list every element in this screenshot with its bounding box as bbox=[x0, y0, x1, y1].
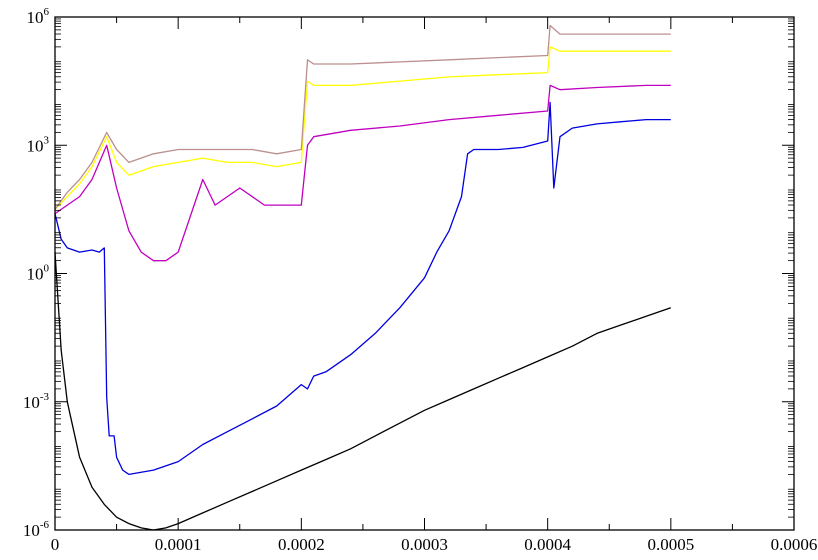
y-tick-base-3: 10 bbox=[27, 136, 44, 155]
tick-layer bbox=[54, 16, 795, 531]
series-line-5 bbox=[54, 24, 671, 210]
x-tick-label-6: 0.0006 bbox=[771, 535, 818, 554]
y-tick-base-1: 10 bbox=[23, 393, 40, 412]
plot-frame bbox=[54, 16, 795, 531]
y-tick-exponent-0: -6 bbox=[40, 519, 50, 531]
y-tick-exponent-1: -3 bbox=[40, 391, 50, 403]
x-tick-label-2: 0.0002 bbox=[278, 535, 325, 554]
x-tick-label-3: 0.0003 bbox=[401, 535, 448, 554]
y-tick-label-3: 103 bbox=[27, 134, 50, 155]
x-tick-label-0: 0 bbox=[51, 535, 60, 554]
y-tick-exponent-4: 6 bbox=[44, 6, 50, 18]
y-tick-exponent-3: 3 bbox=[44, 134, 50, 146]
y-tick-exponent-2: 0 bbox=[44, 263, 50, 275]
series-line-2 bbox=[54, 101, 671, 476]
x-tick-label-1: 0.0001 bbox=[155, 535, 202, 554]
x-tick-label-5: 0.0005 bbox=[647, 535, 694, 554]
tick-label-layer: 0 0.0001 0.0002 0.0003 0.0004 0.0005 0.000610-… bbox=[23, 6, 818, 554]
y-tick-base-0: 10 bbox=[23, 521, 40, 540]
series-line-1 bbox=[54, 252, 672, 531]
series-line-4 bbox=[54, 46, 671, 210]
y-tick-label-2: 100 bbox=[27, 263, 50, 284]
y-tick-label-0: 10-6 bbox=[23, 519, 50, 540]
y-tick-base-2: 10 bbox=[27, 265, 44, 284]
y-tick-base-4: 10 bbox=[27, 8, 44, 27]
series-line-3 bbox=[54, 84, 671, 262]
y-tick-label-4: 106 bbox=[27, 6, 50, 27]
series-layer bbox=[54, 24, 672, 531]
x-tick-label-4: 0.0004 bbox=[524, 535, 571, 554]
y-tick-label-1: 10-3 bbox=[23, 391, 50, 412]
